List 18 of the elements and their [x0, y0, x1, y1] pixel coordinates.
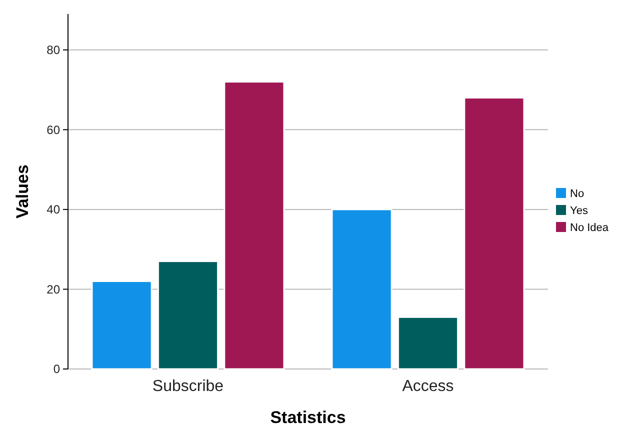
legend-label: Yes: [570, 204, 588, 217]
bar: [91, 280, 152, 370]
x-axis-title: Statistics: [270, 408, 346, 427]
bar: [331, 208, 392, 370]
bar: [157, 260, 219, 370]
y-tick-label: 0: [53, 362, 60, 376]
bar: [397, 316, 459, 370]
y-tick-label: 40: [46, 202, 60, 217]
y-tick-label: 80: [46, 43, 60, 58]
bar: [464, 97, 525, 370]
legend-label: No Idea: [570, 222, 610, 234]
y-tick-label: 20: [46, 282, 60, 296]
legend-label: No: [570, 188, 584, 200]
y-tick-label: 60: [46, 122, 60, 137]
x-tick-label: Access: [402, 378, 454, 395]
y-axis-title: Values: [13, 164, 32, 218]
bar: [224, 81, 285, 370]
x-tick-label: Subscribe: [152, 378, 224, 395]
